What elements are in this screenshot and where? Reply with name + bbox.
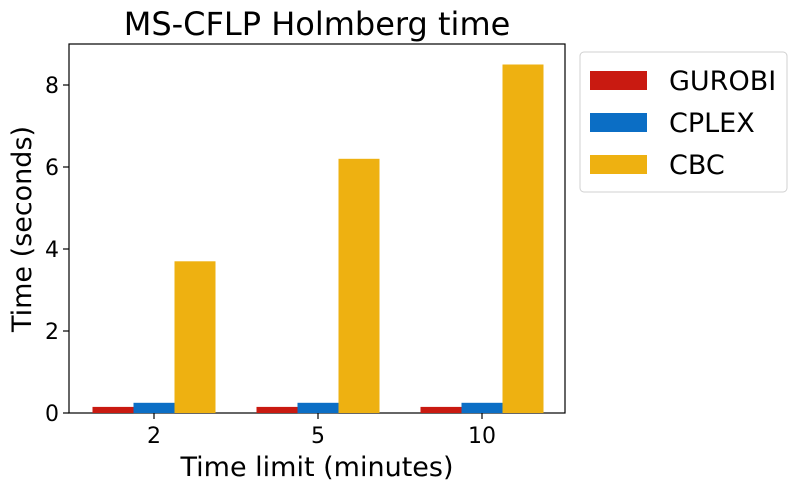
legend-label-cbc: CBC: [669, 150, 725, 181]
y-tick-label: 6: [45, 156, 59, 181]
y-tick-label: 0: [45, 402, 59, 427]
legend-swatch-cbc: [590, 155, 647, 174]
plot-frame: [68, 43, 566, 414]
y-tick-label: 8: [45, 74, 59, 99]
bar-cbc-2: [174, 261, 216, 413]
plot-area: 2 5 10 0 2 4 6 8: [45, 43, 566, 449]
legend-swatch-cplex: [590, 113, 647, 132]
legend: GUROBI CPLEX CBC: [579, 51, 788, 193]
bar-cbc-10: [502, 64, 544, 413]
bar-cplex-2: [133, 402, 175, 414]
y-axis-label: Time (seconds): [7, 126, 38, 333]
x-tick-label: 2: [147, 424, 161, 449]
legend-label-cplex: CPLEX: [669, 108, 755, 139]
x-tick-label: 10: [468, 424, 496, 449]
legend-label-gurobi: GUROBI: [669, 66, 776, 97]
x-axis-label: Time limit (minutes): [180, 452, 454, 483]
y-ticks: 0 2 4 6 8: [45, 74, 69, 427]
y-tick-label: 4: [45, 238, 59, 263]
bar-cplex-10: [461, 402, 503, 414]
bar-cbc-5: [338, 158, 380, 413]
y-tick-label: 2: [45, 320, 59, 345]
legend-items: GUROBI CPLEX CBC: [590, 66, 776, 181]
x-tick-label: 5: [311, 424, 325, 449]
bar-gurobi-5: [256, 406, 298, 413]
legend-swatch-gurobi: [590, 71, 647, 90]
bars-group: [92, 64, 544, 414]
bar-gurobi-2: [92, 406, 134, 413]
bar-gurobi-10: [420, 406, 462, 413]
chart-title: MS-CFLP Holmberg time: [124, 5, 511, 43]
x-ticks: 2 5 10: [147, 413, 496, 449]
bar-cplex-5: [297, 402, 339, 414]
